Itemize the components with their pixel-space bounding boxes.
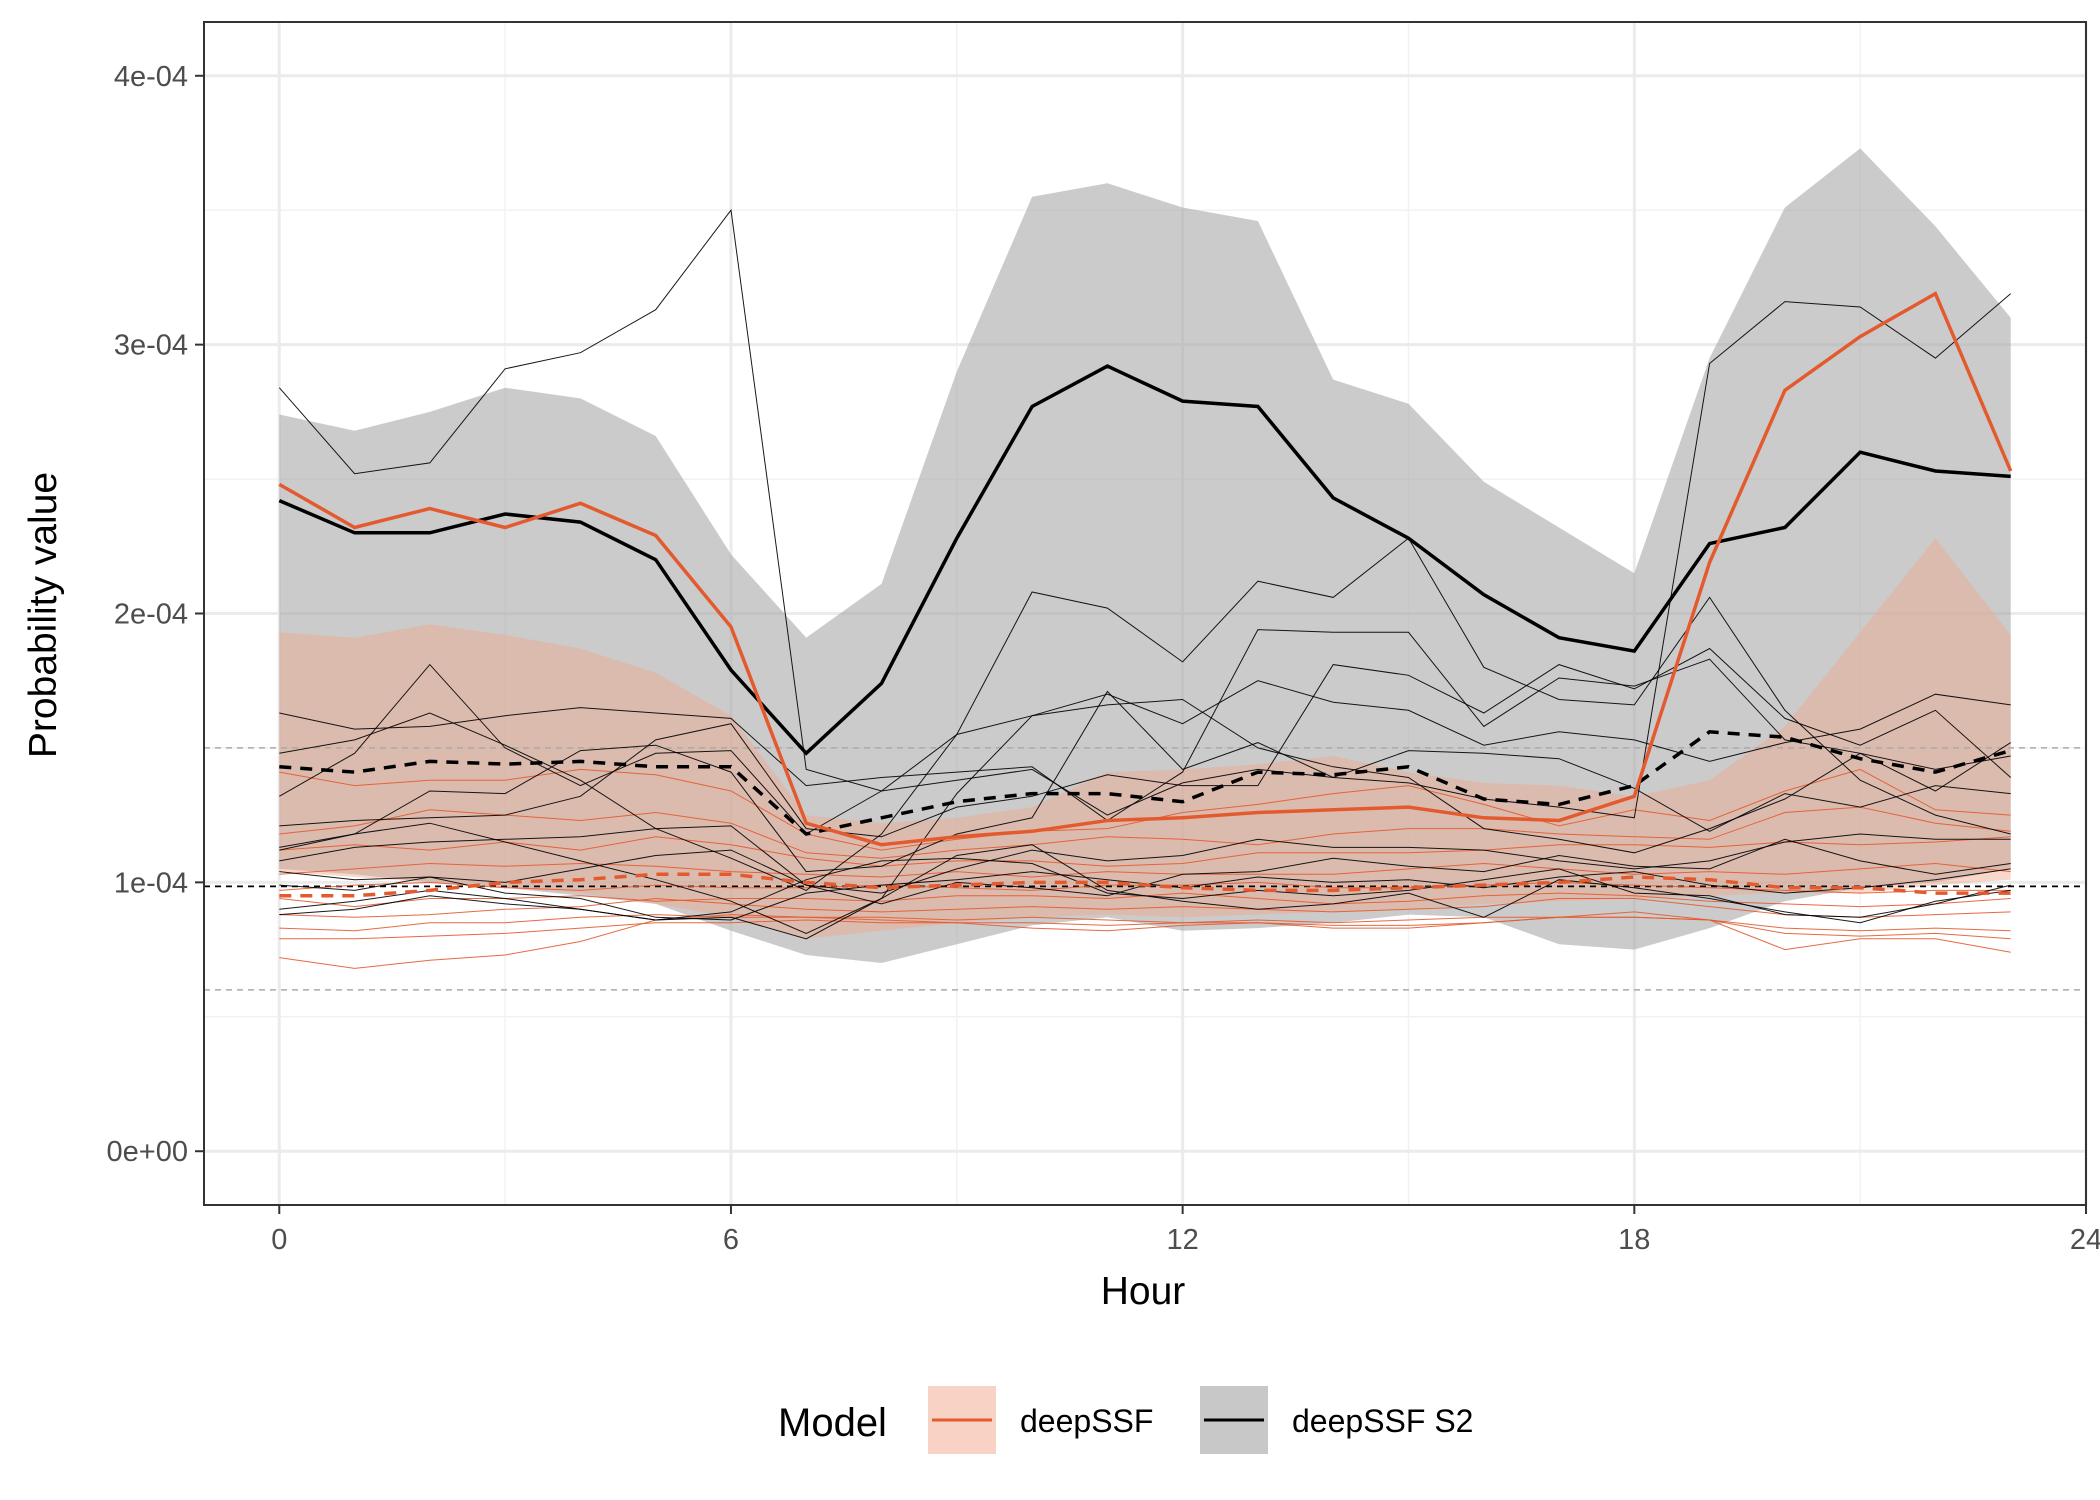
x-tick-label: 12 — [1167, 1224, 1199, 1256]
deepssf-individual-line-8 — [279, 916, 2011, 940]
axes: 0 6 12 18 24 0e+00 1e-04 2e-04 3e-04 4e-04 — [107, 61, 2100, 1256]
deepssf-s2-individual-line-5 — [279, 698, 2011, 934]
deepssf-s2-individual-line-2 — [279, 629, 2011, 822]
y-tick-label: 0e+00 — [107, 1136, 188, 1168]
y-tick-label: 2e-04 — [114, 599, 188, 631]
deepssf-mean-line — [278, 291, 2013, 847]
deepssf-individual-line-2 — [279, 836, 2011, 867]
deepssf-band — [279, 538, 2011, 939]
x-tick-label: 18 — [1618, 1224, 1650, 1256]
deepssf-individual-line-7 — [279, 914, 2011, 932]
deepssf-s2-individual-line-11 — [279, 844, 2011, 940]
deepssf-s2-band — [279, 148, 2011, 963]
deepssf-s2-individual-line-0 — [278, 208, 2012, 819]
deepssf-s2-individual-line-1 — [279, 537, 2011, 891]
y-tick-label: 3e-04 — [114, 330, 188, 362]
x-axis-title: Hour — [1101, 1270, 1186, 1313]
deepssf-median-line — [279, 872, 2011, 898]
deepssf-s2-mean-line — [278, 364, 2011, 756]
legend-title: Model — [778, 1401, 887, 1445]
legend-label-deepssf-s2: deepSSF S2 — [1292, 1403, 1473, 1439]
legend-label-deepssf: deepSSF — [1020, 1403, 1153, 1439]
deepssf-individual-line-3 — [279, 862, 2011, 878]
deepssf-individual-line-1 — [279, 806, 2011, 859]
x-tick-label: 24 — [2070, 1224, 2100, 1256]
y-axis-title: Probability value — [22, 472, 65, 758]
data-layer — [204, 148, 2086, 991]
deepssf-individual-line-9 — [279, 911, 2011, 969]
x-tick-label: 0 — [271, 1224, 287, 1256]
deepssf-s2-individual-line-3 — [279, 663, 2011, 835]
deepssf-s2-individual-line-4 — [279, 647, 2012, 838]
y-tick-label: 1e-04 — [114, 867, 188, 899]
y-tick-label: 4e-04 — [114, 61, 188, 93]
deepssf-s2-individual-line-7 — [279, 825, 2011, 894]
deepssf-s2-individual-line-6 — [279, 690, 2011, 873]
x-tick-label: 6 — [723, 1224, 739, 1256]
legend: Model deepSSF deepSSF S2 — [778, 1386, 1473, 1454]
